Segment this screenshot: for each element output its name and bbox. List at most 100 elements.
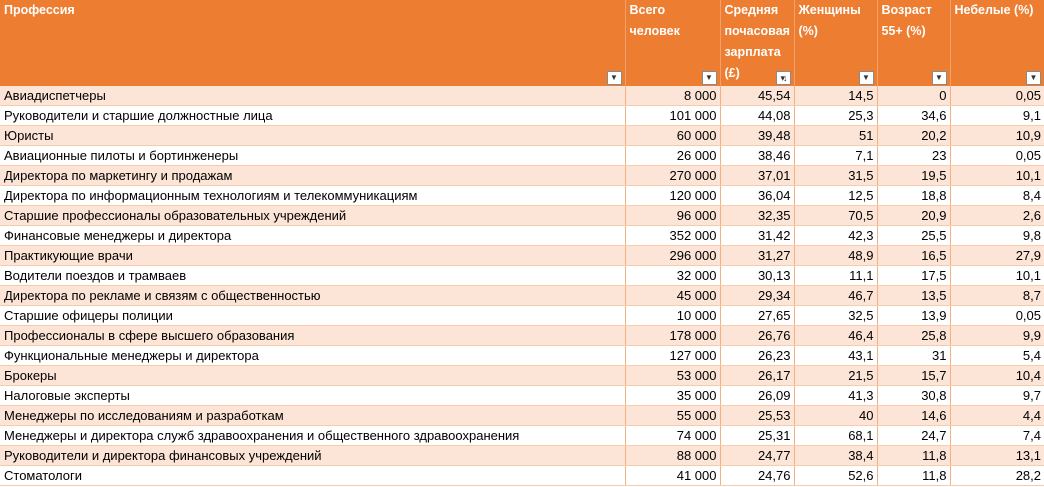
cell-age-55[interactable]: 19,5 (877, 165, 951, 186)
cell-total-people[interactable]: 120 000 (625, 185, 721, 206)
cell-women[interactable]: 31,5 (794, 165, 878, 186)
cell-age-55[interactable]: 31 (877, 345, 951, 366)
cell-non-white[interactable]: 27,9 (950, 245, 1044, 266)
cell-non-white[interactable]: 9,9 (950, 325, 1044, 346)
cell-non-white[interactable]: 0,05 (950, 145, 1044, 166)
cell-profession[interactable]: Водители поездов и трамваев (0, 265, 626, 286)
cell-profession[interactable]: Стоматологи (0, 465, 626, 486)
cell-non-white[interactable]: 10,1 (950, 165, 1044, 186)
cell-hourly-wage[interactable]: 26,09 (720, 385, 795, 406)
cell-non-white[interactable]: 0,05 (950, 305, 1044, 326)
cell-profession[interactable]: Финансовые менеджеры и директора (0, 225, 626, 246)
cell-women[interactable]: 25,3 (794, 105, 878, 126)
cell-women[interactable]: 42,3 (794, 225, 878, 246)
cell-total-people[interactable]: 178 000 (625, 325, 721, 346)
cell-hourly-wage[interactable]: 27,65 (720, 305, 795, 326)
cell-profession[interactable]: Старшие офицеры полиции (0, 305, 626, 326)
cell-hourly-wage[interactable]: 29,34 (720, 285, 795, 306)
cell-profession[interactable]: Авиадиспетчеры (0, 86, 626, 106)
cell-profession[interactable]: Юристы (0, 125, 626, 146)
cell-age-55[interactable]: 34,6 (877, 105, 951, 126)
cell-age-55[interactable]: 24,7 (877, 425, 951, 446)
cell-women[interactable]: 40 (794, 405, 878, 426)
cell-profession[interactable]: Менеджеры и директора служб здравоохране… (0, 425, 626, 446)
cell-total-people[interactable]: 88 000 (625, 445, 721, 466)
cell-hourly-wage[interactable]: 26,17 (720, 365, 795, 386)
cell-non-white[interactable]: 13,1 (950, 445, 1044, 466)
cell-non-white[interactable]: 10,1 (950, 265, 1044, 286)
cell-hourly-wage[interactable]: 38,46 (720, 145, 795, 166)
filter-dropdown-button[interactable]: ▼ (858, 71, 874, 85)
cell-total-people[interactable]: 74 000 (625, 425, 721, 446)
filter-dropdown-button[interactable]: ▼ (606, 71, 622, 85)
cell-total-people[interactable]: 96 000 (625, 205, 721, 226)
cell-non-white[interactable]: 9,8 (950, 225, 1044, 246)
cell-women[interactable]: 46,4 (794, 325, 878, 346)
cell-hourly-wage[interactable]: 25,53 (720, 405, 795, 426)
cell-age-55[interactable]: 16,5 (877, 245, 951, 266)
cell-age-55[interactable]: 15,7 (877, 365, 951, 386)
filter-dropdown-button[interactable]: ▼ (1026, 71, 1041, 85)
cell-women[interactable]: 52,6 (794, 465, 878, 486)
cell-profession[interactable]: Брокеры (0, 365, 626, 386)
cell-hourly-wage[interactable]: 37,01 (720, 165, 795, 186)
cell-age-55[interactable]: 17,5 (877, 265, 951, 286)
cell-hourly-wage[interactable]: 31,27 (720, 245, 795, 266)
cell-non-white[interactable]: 2,6 (950, 205, 1044, 226)
cell-hourly-wage[interactable]: 26,76 (720, 325, 795, 346)
cell-women[interactable]: 38,4 (794, 445, 878, 466)
cell-age-55[interactable]: 23 (877, 145, 951, 166)
filter-dropdown-button[interactable]: ▼ (701, 71, 717, 85)
cell-profession[interactable]: Старшие профессионалы образовательных уч… (0, 205, 626, 226)
cell-non-white[interactable]: 5,4 (950, 345, 1044, 366)
cell-age-55[interactable]: 14,6 (877, 405, 951, 426)
cell-women[interactable]: 70,5 (794, 205, 878, 226)
cell-women[interactable]: 11,1 (794, 265, 878, 286)
cell-hourly-wage[interactable]: 24,76 (720, 465, 795, 486)
cell-age-55[interactable]: 11,8 (877, 445, 951, 466)
cell-total-people[interactable]: 101 000 (625, 105, 721, 126)
cell-hourly-wage[interactable]: 25,31 (720, 425, 795, 446)
cell-age-55[interactable]: 0 (877, 86, 951, 106)
cell-age-55[interactable]: 25,8 (877, 325, 951, 346)
cell-total-people[interactable]: 270 000 (625, 165, 721, 186)
cell-hourly-wage[interactable]: 39,48 (720, 125, 795, 146)
cell-total-people[interactable]: 45 000 (625, 285, 721, 306)
cell-women[interactable]: 43,1 (794, 345, 878, 366)
cell-non-white[interactable]: 4,4 (950, 405, 1044, 426)
cell-total-people[interactable]: 55 000 (625, 405, 721, 426)
cell-profession[interactable]: Практикующие врачи (0, 245, 626, 266)
cell-hourly-wage[interactable]: 36,04 (720, 185, 795, 206)
cell-women[interactable]: 14,5 (794, 86, 878, 106)
filter-dropdown-button[interactable]: ▼ (931, 71, 947, 85)
cell-age-55[interactable]: 13,9 (877, 305, 951, 326)
cell-profession[interactable]: Налоговые эксперты (0, 385, 626, 406)
cell-profession[interactable]: Профессионалы в сфере высшего образовани… (0, 325, 626, 346)
cell-total-people[interactable]: 53 000 (625, 365, 721, 386)
cell-age-55[interactable]: 11,8 (877, 465, 951, 486)
cell-women[interactable]: 12,5 (794, 185, 878, 206)
cell-women[interactable]: 48,9 (794, 245, 878, 266)
cell-total-people[interactable]: 26 000 (625, 145, 721, 166)
cell-non-white[interactable]: 10,4 (950, 365, 1044, 386)
cell-women[interactable]: 21,5 (794, 365, 878, 386)
cell-total-people[interactable]: 10 000 (625, 305, 721, 326)
cell-women[interactable]: 68,1 (794, 425, 878, 446)
cell-age-55[interactable]: 18,8 (877, 185, 951, 206)
cell-non-white[interactable]: 28,2 (950, 465, 1044, 486)
cell-total-people[interactable]: 60 000 (625, 125, 721, 146)
cell-hourly-wage[interactable]: 44,08 (720, 105, 795, 126)
cell-age-55[interactable]: 20,9 (877, 205, 951, 226)
cell-hourly-wage[interactable]: 45,54 (720, 86, 795, 106)
cell-total-people[interactable]: 296 000 (625, 245, 721, 266)
cell-non-white[interactable]: 7,4 (950, 425, 1044, 446)
cell-total-people[interactable]: 352 000 (625, 225, 721, 246)
cell-hourly-wage[interactable]: 32,35 (720, 205, 795, 226)
cell-profession[interactable]: Менеджеры по исследованиям и разработкам (0, 405, 626, 426)
cell-hourly-wage[interactable]: 31,42 (720, 225, 795, 246)
cell-non-white[interactable]: 9,1 (950, 105, 1044, 126)
cell-age-55[interactable]: 20,2 (877, 125, 951, 146)
cell-women[interactable]: 46,7 (794, 285, 878, 306)
cell-women[interactable]: 7,1 (794, 145, 878, 166)
cell-age-55[interactable]: 13,5 (877, 285, 951, 306)
